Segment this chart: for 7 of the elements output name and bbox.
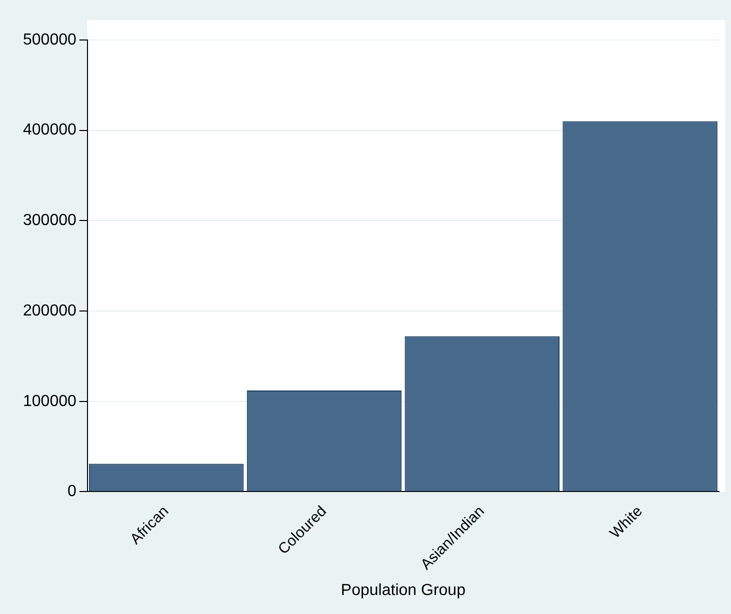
x-axis-title: Population Group	[340, 582, 466, 599]
y-tick-label: 400000	[23, 122, 76, 139]
y-tick-label: 300000	[23, 212, 76, 230]
y-tick-label: 200000	[23, 302, 76, 320]
y-tick-label: 0	[67, 483, 76, 500]
y-tick-label: 100000	[23, 392, 76, 410]
y-tick-label: 500000	[23, 31, 76, 48]
